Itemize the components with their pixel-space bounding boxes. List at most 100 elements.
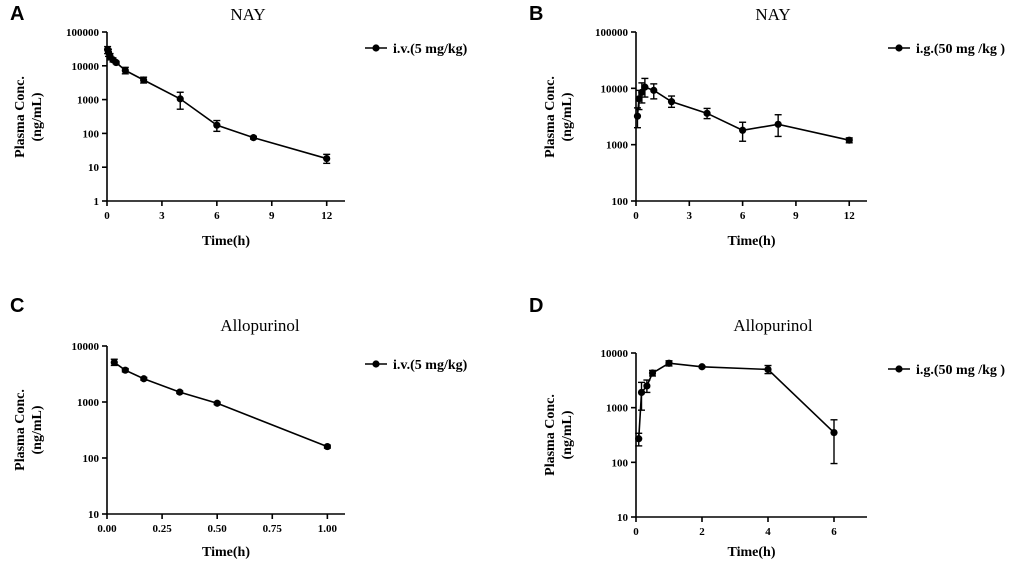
chart-panel-c: C Allopurinol 10 100 1000 10000 0.00 0.25 0.50 0.…	[10, 295, 468, 560]
data-point	[121, 66, 129, 75]
series-line	[113, 361, 328, 448]
legend: i.v.(5 mg/kg)	[365, 42, 468, 57]
error-bar	[830, 419, 838, 465]
x-tick-label: 6	[214, 210, 220, 222]
chart-title: NAY	[230, 5, 265, 24]
series-line	[106, 49, 327, 160]
chart-panel-d: D Allopurinol 10 100 1000 10000 0 2 4 6 Time(h) Pla…	[529, 295, 1005, 560]
x-tick-label: 9	[269, 210, 275, 222]
x-tick-label: 1.00	[318, 523, 338, 535]
y-axis-label-line2: (ng/mL)	[560, 410, 575, 459]
legend-label: i.v.(5 mg/kg)	[393, 358, 468, 373]
y-tick-label: 10	[88, 509, 100, 521]
data-point	[633, 112, 642, 120]
data-point	[667, 98, 676, 106]
data-point	[323, 442, 331, 451]
y-axis-label-line1: Plasma Conc.	[543, 76, 558, 158]
y-tick-label: 100	[612, 196, 629, 208]
data-point	[213, 121, 221, 129]
y-axis-label-line2: (ng/mL)	[30, 92, 45, 141]
data-point	[739, 126, 747, 134]
y-axis-label-line1: Plasma Conc.	[13, 76, 28, 158]
y-tick-label: 1000	[77, 95, 100, 107]
x-axis-label: Time(h)	[202, 545, 250, 560]
y-tick-label: 1000	[606, 140, 629, 152]
y-axis-label-line2: (ng/mL)	[30, 405, 45, 454]
data-point	[176, 388, 184, 396]
data-point	[698, 363, 706, 371]
legend: i.g.(50 mg /kg )	[888, 363, 1005, 378]
x-tick-label: 0.75	[263, 523, 283, 535]
y-tick-label: 10000	[72, 61, 100, 73]
y-tick-label: 1000	[77, 397, 100, 409]
legend-label: i.g.(50 mg /kg )	[916, 363, 1005, 378]
x-tick-label: 0.50	[208, 523, 228, 535]
panel-letter: D	[529, 295, 543, 317]
y-tick-label: 100	[612, 457, 629, 469]
data-point	[648, 369, 657, 377]
y-tick-label: 10000	[72, 341, 100, 353]
data-point	[650, 86, 658, 94]
y-axis-label-line1: Plasma Conc.	[13, 389, 28, 471]
data-point	[637, 388, 646, 397]
data-point	[140, 375, 148, 383]
panel-letter: B	[529, 3, 543, 25]
legend-label: i.v.(5 mg/kg)	[393, 42, 468, 57]
legend-marker	[895, 44, 903, 52]
y-tick-label: 100000	[66, 27, 100, 39]
x-axis-label: Time(h)	[728, 234, 776, 249]
series-line	[637, 362, 835, 439]
y-tick-label: 100	[83, 453, 100, 465]
chart-title: NAY	[755, 5, 790, 24]
panel-letter: A	[10, 3, 24, 25]
data-point	[643, 382, 651, 390]
x-tick-label: 0	[633, 526, 639, 538]
data-point	[112, 58, 120, 67]
legend-marker	[372, 44, 380, 52]
y-tick-label: 10000	[601, 348, 629, 360]
x-axis-label: Time(h)	[202, 234, 250, 249]
y-axis-label: Plasma Conc. (ng/mL)	[13, 76, 45, 158]
y-tick-label: 100	[83, 128, 100, 140]
data-point	[121, 366, 129, 374]
x-tick-label: 12	[844, 210, 856, 222]
y-tick-label: 10	[88, 162, 100, 174]
x-tick-label: 0.25	[152, 523, 172, 535]
chart-panel-a: A NAY 1 10 100 1000 10000 100000 0 3 6 9 12 Time(h) Pl…	[10, 3, 468, 249]
data-point	[140, 76, 148, 84]
error-bar	[638, 381, 646, 411]
x-tick-label: 2	[699, 526, 705, 538]
y-axis-label-line2: (ng/mL)	[560, 92, 575, 141]
legend-marker	[895, 365, 903, 373]
data-point	[703, 109, 711, 117]
y-tick-label: 10000	[601, 83, 629, 95]
data-point	[774, 120, 782, 128]
y-axis-label-line1: Plasma Conc.	[543, 394, 558, 476]
panel-letter: C	[10, 295, 24, 317]
data-point	[845, 136, 853, 144]
y-tick-label: 1000	[606, 403, 629, 415]
data-point	[830, 428, 838, 437]
x-tick-label: 3	[687, 210, 693, 222]
data-point	[213, 399, 221, 407]
chart-panel-b: B NAY 100 1000 10000 100000 0 3 6 9 12 Time(h) Plasm…	[529, 3, 1005, 249]
data-point	[641, 83, 649, 91]
legend-marker	[372, 360, 380, 368]
x-tick-label: 3	[159, 210, 165, 222]
chart-title: Allopurinol	[733, 316, 813, 335]
data-point	[665, 359, 673, 367]
x-tick-label: 9	[793, 210, 799, 222]
x-tick-label: 12	[321, 210, 333, 222]
x-tick-label: 4	[765, 526, 771, 538]
data-point	[635, 435, 643, 443]
data-point	[764, 365, 772, 374]
y-axis-label: Plasma Conc. (ng/mL)	[13, 389, 45, 471]
data-point	[635, 95, 643, 103]
data-point	[110, 358, 118, 366]
chart-title: Allopurinol	[220, 316, 300, 335]
y-tick-label: 10	[617, 512, 629, 524]
x-tick-label: 6	[831, 526, 837, 538]
y-tick-label: 100000	[595, 27, 629, 39]
y-axis-label: Plasma Conc. (ng/mL)	[543, 394, 575, 476]
